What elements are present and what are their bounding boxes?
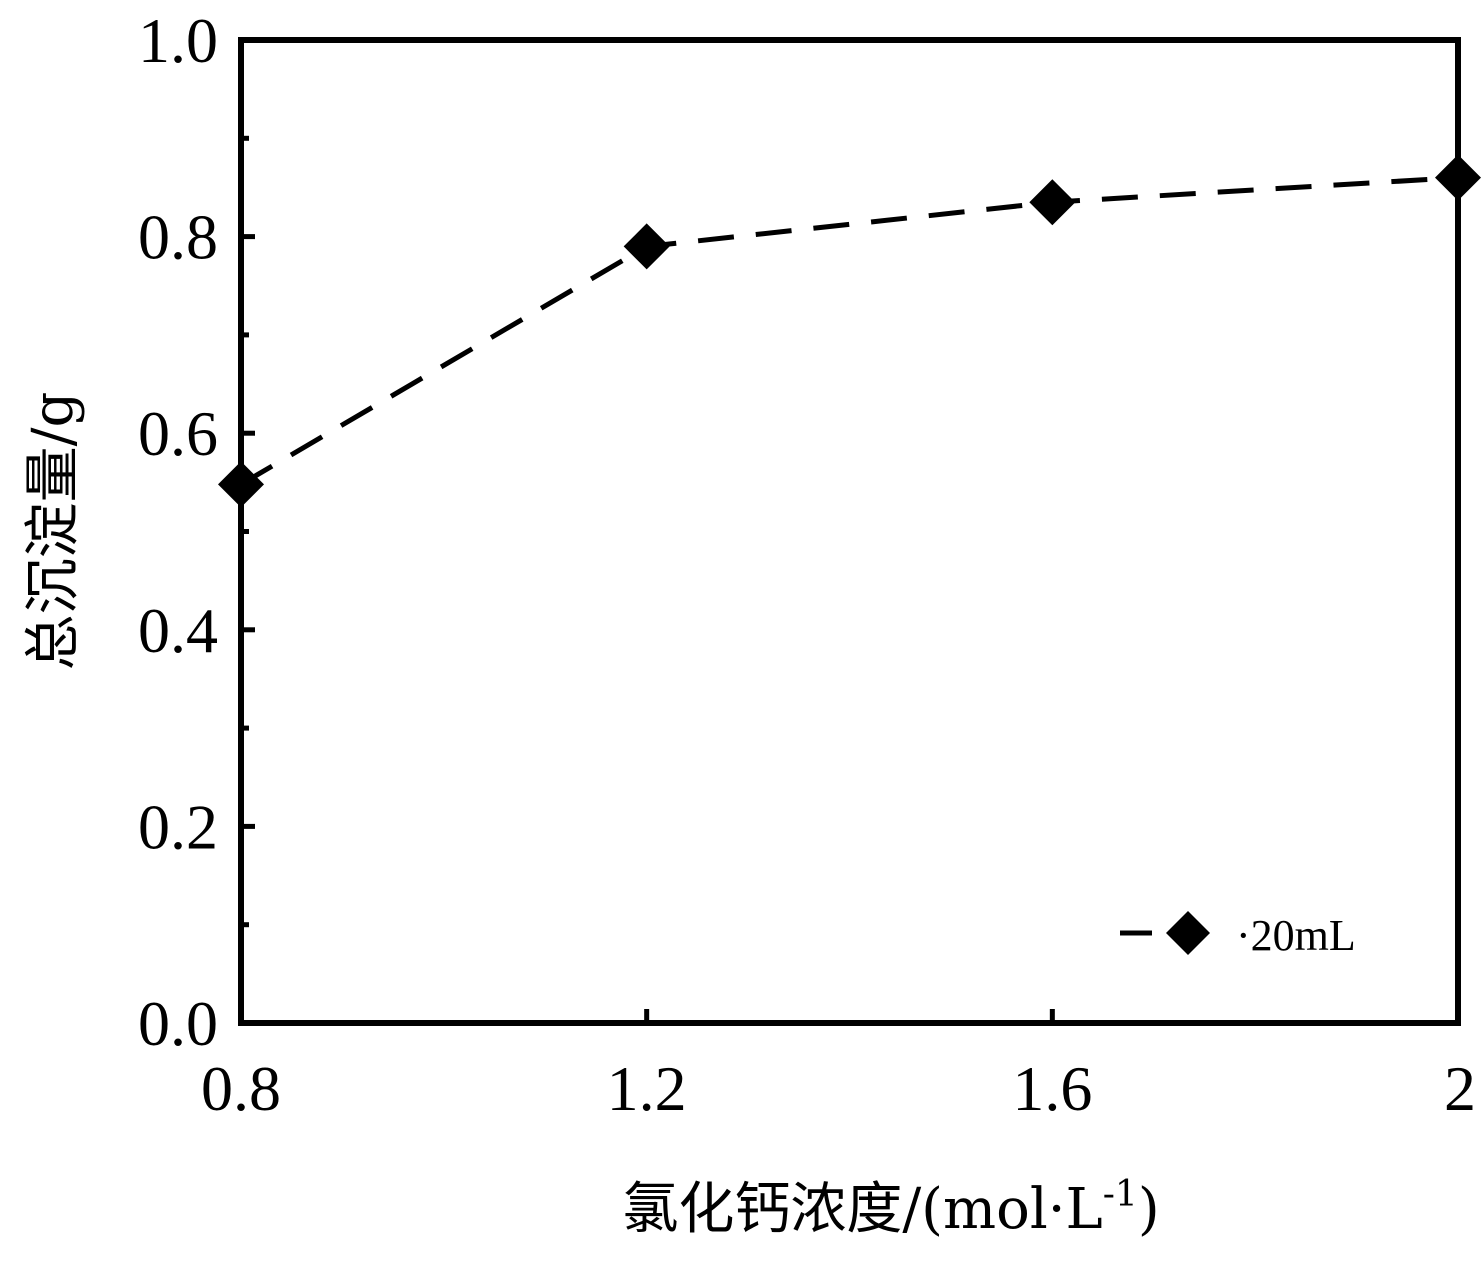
y-tick-label: 0.8 xyxy=(138,202,218,273)
y-tick-label: 0.6 xyxy=(138,398,218,469)
y-tick-label: 0.2 xyxy=(138,791,218,862)
ticks-layer: 0.0 0.2 0.4 0.6 0.8 1.0 0.8 1.2 1.6 2 xyxy=(138,5,1476,1124)
y-tick-label: 0.4 xyxy=(138,595,218,666)
data-point-marker xyxy=(623,223,670,270)
y-tick-label: 0.0 xyxy=(138,988,218,1059)
y-tick-label: 1.0 xyxy=(138,5,218,76)
x-tick-label: 2 xyxy=(1444,1053,1476,1124)
x-axis-title: 氯化钙浓度/(mol·L-1) xyxy=(622,1174,1159,1242)
legend: ·20mL xyxy=(1120,911,1356,960)
x-axis-title-suffix: ) xyxy=(1138,1177,1160,1242)
y-axis-title: 总沉淀量/g xyxy=(21,392,86,671)
x-axis-title-main: 氯化钙浓度/(mol·L xyxy=(622,1177,1102,1242)
x-tick-label: 0.8 xyxy=(201,1053,281,1124)
x-axis-title-superscript: -1 xyxy=(1103,1174,1138,1215)
data-point-marker xyxy=(1029,179,1076,226)
legend-marker xyxy=(1166,911,1210,955)
x-tick-label: 1.2 xyxy=(607,1053,687,1124)
x-tick-label: 1.6 xyxy=(1012,1053,1092,1124)
legend-label: ·20mL xyxy=(1236,911,1356,960)
series-line xyxy=(239,175,1459,487)
